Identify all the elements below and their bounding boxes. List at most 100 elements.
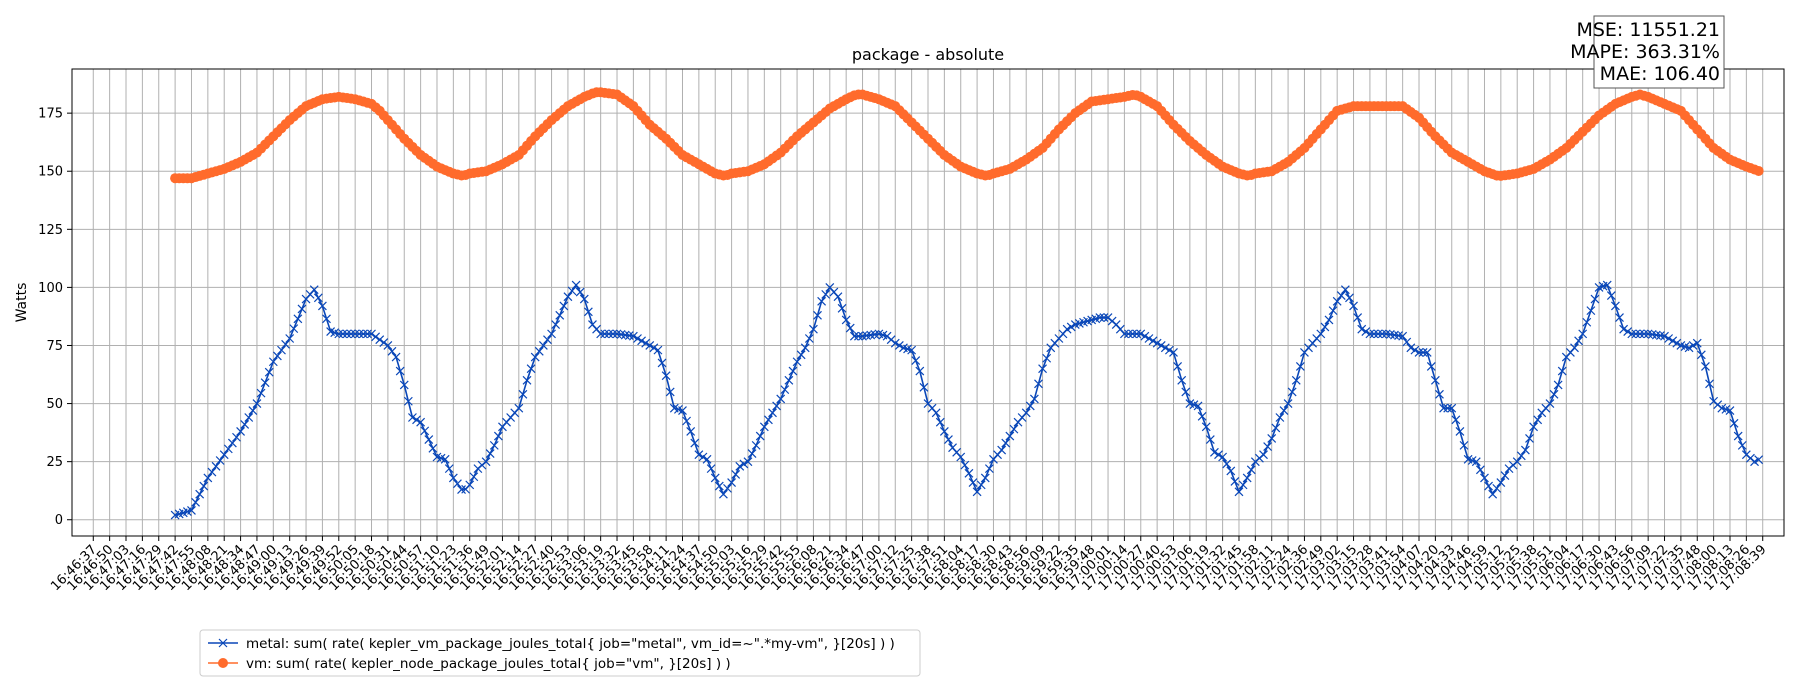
metal-point	[747, 449, 757, 458]
metal-point	[428, 443, 438, 453]
metal-point	[649, 343, 659, 353]
metal-point	[236, 427, 246, 436]
metal-point	[890, 338, 900, 348]
metal-point	[543, 335, 552, 345]
metal-point	[1529, 422, 1539, 432]
metal-point	[772, 401, 782, 411]
metal-point	[1218, 452, 1228, 462]
metal-point	[350, 329, 360, 339]
metal-point	[1291, 375, 1301, 385]
metal-point	[935, 417, 945, 427]
metal-point	[727, 478, 737, 487]
metal-point	[641, 338, 651, 348]
legend: metal: sum( rate( kepler_vm_package_joul…	[199, 629, 921, 677]
metal-point	[1222, 459, 1232, 469]
metal-point	[633, 334, 642, 343]
metal-point	[1001, 438, 1011, 448]
metal-point	[600, 329, 610, 339]
metal-point	[281, 339, 291, 349]
metal-point	[1582, 317, 1592, 327]
grid-lines	[72, 69, 1784, 536]
metal-point	[1128, 329, 1138, 339]
x-axis: 16:46:3716:46:5016:47:0316:47:1616:47:29…	[48, 536, 1770, 594]
metal-point	[1516, 451, 1526, 461]
metal-point	[1066, 322, 1076, 332]
metal-point	[583, 307, 593, 317]
metal-point	[363, 329, 372, 339]
metal-point	[457, 485, 466, 494]
metal-point	[571, 280, 581, 290]
metal-point	[796, 350, 806, 360]
metal-point	[661, 371, 671, 381]
metal-point	[1623, 327, 1633, 336]
vm-point	[1753, 165, 1764, 176]
metal-point	[604, 329, 614, 339]
metal-point	[395, 366, 405, 376]
metal-point	[547, 329, 556, 339]
metal-point	[1279, 406, 1289, 415]
metal-point	[894, 341, 904, 350]
series-layer	[170, 87, 1764, 520]
metal-point	[538, 341, 548, 350]
metal-point	[1705, 379, 1714, 389]
metal-point	[1422, 348, 1432, 357]
metal-point	[653, 345, 663, 355]
metal-point	[763, 415, 773, 425]
metal-point	[1545, 399, 1555, 408]
metal-point	[1328, 306, 1338, 316]
metal-point	[551, 320, 561, 329]
y-tick-label: 100	[38, 281, 63, 296]
metal-point	[1197, 411, 1207, 421]
metal-point	[706, 464, 716, 474]
metal-point	[964, 468, 974, 478]
metal-point	[1205, 435, 1215, 445]
y-tick-label: 0	[55, 513, 63, 528]
metal-point	[1570, 343, 1579, 353]
metal-point	[714, 481, 724, 491]
metal-point	[391, 352, 401, 362]
metal-point	[403, 396, 413, 406]
metal-point	[317, 301, 327, 311]
metal-point	[1275, 413, 1285, 422]
metal-point	[1349, 301, 1358, 311]
metal-point	[1169, 348, 1178, 357]
metal-point	[1283, 399, 1293, 408]
metal-point	[710, 473, 720, 483]
metal-point	[678, 406, 687, 415]
metal-point	[555, 310, 565, 320]
metal-point	[1533, 415, 1543, 425]
metal-point	[1455, 427, 1465, 436]
metal-point	[976, 480, 986, 490]
metal-point	[453, 479, 462, 489]
metal-point	[1140, 331, 1150, 341]
metal-point	[931, 408, 941, 418]
metal-point	[1475, 465, 1485, 475]
metal-point	[1496, 478, 1506, 487]
metal-point	[1435, 389, 1444, 399]
metal-point	[1177, 375, 1187, 385]
metal-point	[1332, 296, 1342, 306]
metal-point	[1034, 379, 1043, 389]
metal-point	[735, 461, 745, 471]
metal-point	[289, 324, 299, 334]
metal-point	[465, 480, 475, 490]
metal-point	[718, 489, 728, 499]
metal-point	[522, 375, 532, 385]
vm-series	[170, 87, 1764, 184]
metal-point	[424, 435, 434, 445]
metal-point	[1119, 329, 1129, 339]
metal-point	[1602, 280, 1612, 290]
metal-point	[1725, 406, 1735, 415]
metal-point	[1688, 341, 1698, 350]
metal-point	[784, 375, 794, 385]
metal-point	[260, 378, 270, 388]
metal-point	[1156, 341, 1166, 350]
metal-point	[1701, 361, 1710, 371]
metal-point	[702, 454, 712, 464]
metal-point	[1099, 313, 1109, 323]
metal-point	[375, 335, 385, 345]
metal-point	[1660, 331, 1669, 341]
metal-point	[1610, 301, 1620, 311]
metal-point	[448, 473, 458, 483]
